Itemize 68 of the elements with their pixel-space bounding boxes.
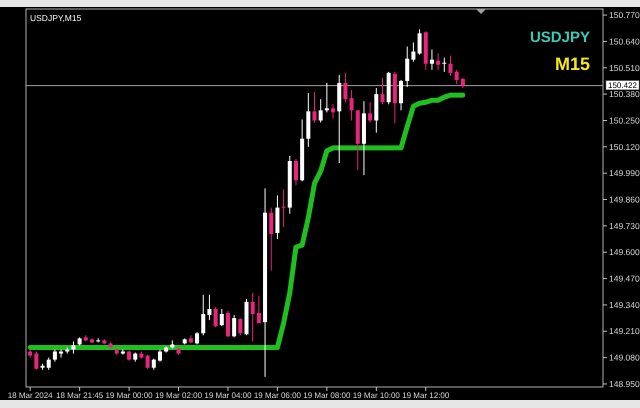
- candlestick: [460, 77, 465, 89]
- x-tick-label: 19 Mar 10:00: [352, 391, 400, 400]
- candlestick: [430, 49, 434, 70]
- ref-line-label: 150.422: [608, 81, 638, 90]
- y-tick-label: 149.990: [609, 168, 640, 178]
- candlestick: [368, 102, 372, 123]
- candlestick: [256, 295, 261, 324]
- candlestick: [312, 92, 317, 123]
- y-tick-label: 150.380: [609, 89, 640, 100]
- x-tick-label: 18 Mar 2024: [8, 391, 54, 400]
- candlestick: [411, 42, 416, 62]
- y-tick-label: 150.510: [609, 62, 640, 73]
- y-tick-label: 149.080: [609, 352, 640, 363]
- candlestick: [405, 46, 410, 88]
- y-tick-label: 150.640: [609, 36, 640, 46]
- candlestick: [232, 314, 236, 338]
- candlestick: [207, 294, 212, 321]
- x-tick-label: 19 Mar 12:00: [402, 391, 450, 400]
- x-tick-label: 19 Mar 06:00: [254, 391, 302, 400]
- candlestick: [201, 294, 206, 336]
- y-tick-label: 149.860: [609, 194, 640, 204]
- x-tick-label: 18 Mar 21:45: [56, 391, 104, 400]
- annotation: M15: [554, 54, 590, 74]
- candlestick: [294, 158, 298, 186]
- candlestick: [71, 340, 76, 354]
- y-tick-label: 150.250: [609, 115, 640, 126]
- candlestick: [146, 354, 150, 370]
- candlestick: [324, 82, 329, 113]
- candlestick: [399, 79, 404, 111]
- candlestick: [418, 28, 422, 56]
- candlestick: [442, 57, 446, 72]
- y-tick-label: 148.950: [609, 378, 640, 389]
- y-tick-label: 149.340: [609, 300, 640, 310]
- candlestick: [195, 332, 200, 345]
- candlestick: [46, 357, 51, 370]
- y-tick-label: 150.120: [609, 142, 640, 152]
- y-tick-label: 149.730: [609, 220, 640, 231]
- candlestick: [331, 104, 336, 119]
- candlestick: [127, 350, 132, 362]
- y-tick-label: 149.210: [609, 326, 640, 336]
- candlestick: [152, 358, 156, 370]
- candlestick: [52, 349, 57, 362]
- text: USDJPY,M15: [30, 13, 82, 23]
- candlestick: [158, 349, 162, 362]
- candlestick: [34, 351, 38, 370]
- y-tick-label: 150.770: [609, 10, 640, 20]
- candlestick: [269, 207, 274, 271]
- y-tick-label: 149.600: [609, 247, 640, 258]
- candlestick: [350, 90, 354, 121]
- candlestick: [250, 292, 255, 342]
- x-tick-label: 19 Mar 02:00: [154, 391, 203, 400]
- candlestick: [226, 310, 230, 338]
- candlestick: [220, 308, 224, 327]
- x-tick-label: 19 Mar 04:00: [204, 391, 252, 400]
- candlestick: [380, 77, 384, 105]
- candlestick: [282, 188, 286, 228]
- candlestick: [448, 55, 452, 76]
- candlestick: [343, 72, 348, 103]
- candlestick: [238, 318, 242, 336]
- candlestick: [318, 98, 323, 123]
- x-tick-label: 19 Mar 08:00: [303, 391, 351, 400]
- candlestick: [214, 306, 218, 328]
- candlestick: [133, 352, 138, 362]
- y-tick-label: 149.470: [609, 274, 640, 284]
- annotation: USDJPY: [530, 29, 590, 46]
- candlestick: [436, 53, 440, 70]
- x-tick-label: 19 Mar 00:00: [106, 391, 154, 400]
- candlestick: [454, 69, 459, 84]
